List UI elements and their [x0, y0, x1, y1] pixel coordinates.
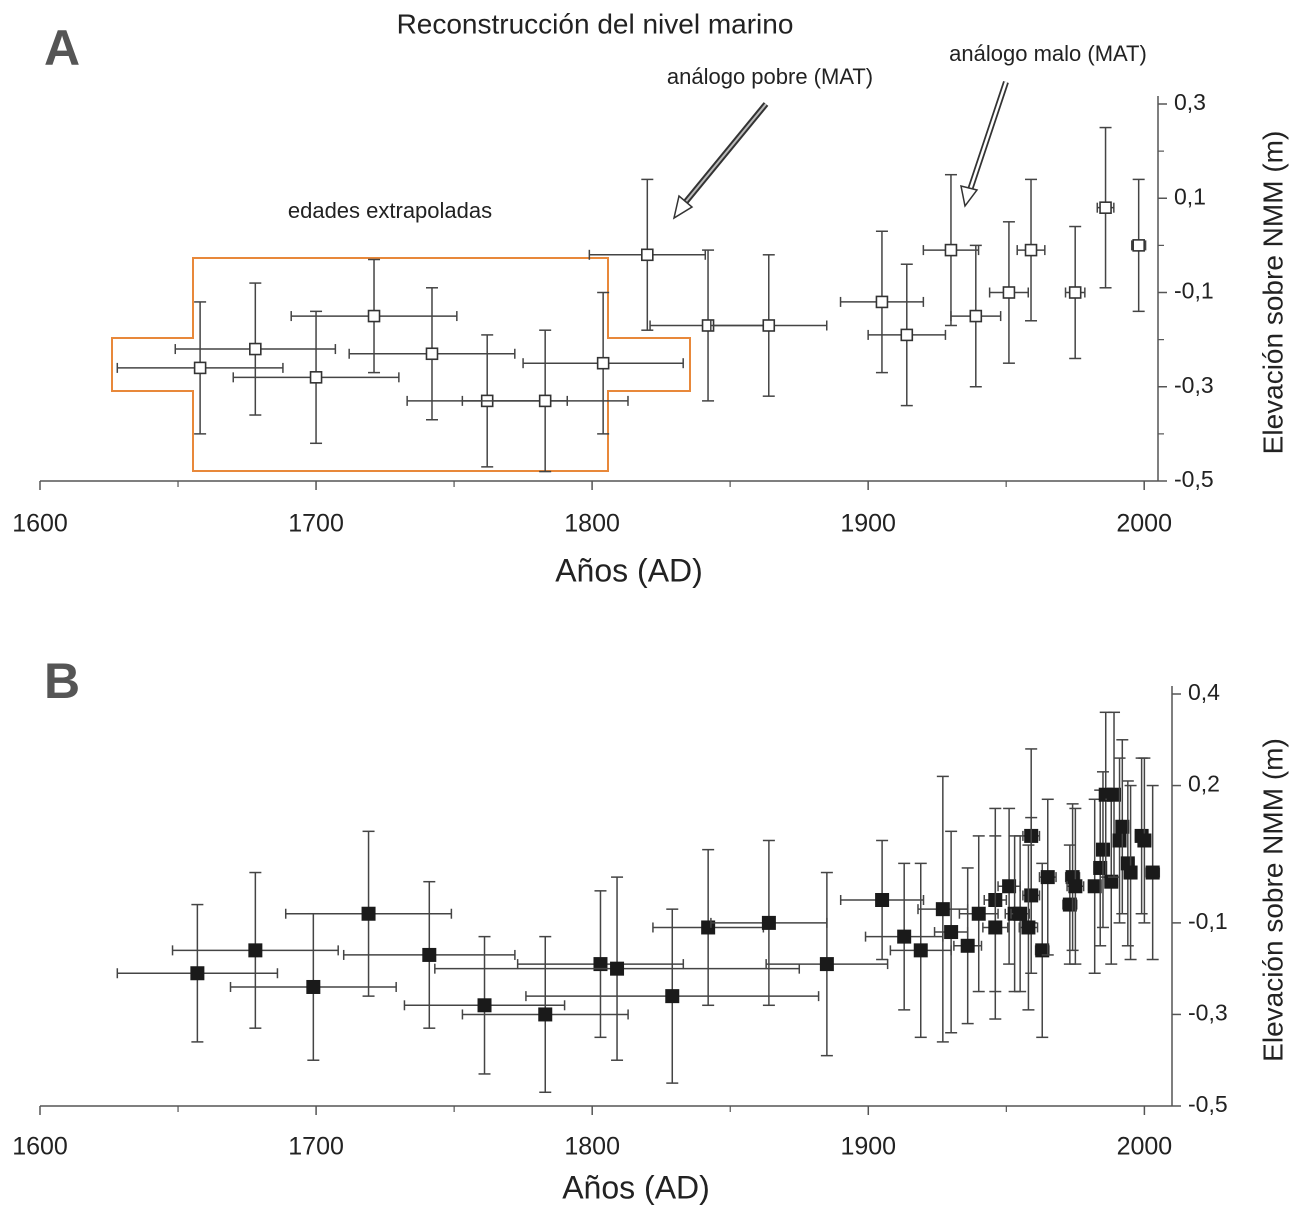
- arrow-malo: [960, 81, 1009, 208]
- marker: [1035, 943, 1050, 958]
- marker: [1013, 906, 1028, 921]
- y-axis-title: Elevación sobre NMM (m): [1257, 738, 1288, 1062]
- y-tick-label: 0,4: [1188, 679, 1220, 705]
- panel-label: A: [44, 20, 80, 76]
- marker: [944, 243, 958, 257]
- chart-title: Reconstrucción del nivel marino: [397, 8, 794, 39]
- marker: [762, 319, 776, 332]
- marker: [538, 1007, 553, 1022]
- marker: [1112, 833, 1127, 848]
- annotation: edades extrapoladas: [288, 198, 492, 223]
- y-tick-label: -0,1: [1174, 278, 1214, 304]
- marker: [610, 961, 625, 976]
- y-tick-label: 0,3: [1174, 89, 1206, 115]
- marker: [193, 361, 207, 375]
- marker: [248, 943, 263, 958]
- marker: [1095, 842, 1110, 857]
- marker: [593, 957, 608, 972]
- marker: [1087, 879, 1102, 894]
- x-tick-label: 1900: [840, 510, 896, 538]
- x-tick-label: 1700: [288, 510, 344, 538]
- x-axis-title: Años (AD): [562, 1169, 710, 1205]
- x-tick-label: 1600: [12, 1133, 68, 1161]
- marker: [875, 893, 890, 907]
- marker: [1040, 870, 1055, 885]
- marker: [641, 248, 654, 262]
- marker: [1002, 286, 1016, 299]
- x-tick-label: 2000: [1116, 510, 1172, 538]
- y-axis-title: Elevación sobre NMM (m): [1257, 131, 1288, 455]
- marker: [819, 957, 834, 972]
- marker: [960, 938, 975, 953]
- marker: [944, 925, 959, 940]
- marker: [367, 309, 381, 323]
- marker: [596, 356, 610, 370]
- x-tick-label: 1700: [288, 1133, 344, 1161]
- marker: [1099, 201, 1112, 214]
- marker: [422, 947, 437, 962]
- marker: [249, 342, 262, 356]
- marker: [1132, 239, 1145, 252]
- marker: [306, 979, 321, 994]
- x-tick-label: 1800: [564, 510, 620, 538]
- marker: [935, 902, 950, 917]
- arrow-pobre: [672, 102, 769, 220]
- y-tick-label: -0,1: [1188, 908, 1228, 934]
- marker: [1104, 874, 1119, 889]
- marker: [1068, 286, 1082, 299]
- marker: [1021, 920, 1036, 935]
- y-tick-label: -0,3: [1188, 1000, 1228, 1026]
- marker: [538, 394, 552, 408]
- y-tick-label: -0,5: [1188, 1091, 1228, 1117]
- marker: [190, 966, 205, 981]
- marker: [1024, 888, 1039, 903]
- annotation: análogo pobre (MAT): [667, 64, 873, 89]
- x-axis-title: Años (AD): [555, 552, 703, 588]
- marker: [361, 906, 376, 921]
- x-tick-label: 1600: [12, 510, 68, 538]
- marker: [761, 915, 776, 930]
- marker: [477, 998, 492, 1013]
- marker: [1002, 879, 1017, 894]
- marker: [1145, 865, 1160, 880]
- extrapolated-box: [111, 257, 691, 472]
- marker: [309, 371, 323, 384]
- y-tick-label: 0,2: [1188, 771, 1220, 797]
- marker: [913, 943, 928, 958]
- marker: [425, 347, 439, 361]
- marker: [1068, 879, 1083, 894]
- x-tick-label: 1900: [840, 1133, 896, 1161]
- marker: [1115, 819, 1130, 834]
- marker: [1137, 833, 1152, 848]
- y-tick-label: -0,5: [1174, 466, 1214, 492]
- marker: [1123, 865, 1138, 880]
- marker: [1093, 860, 1108, 875]
- marker: [988, 920, 1003, 935]
- marker: [875, 295, 889, 309]
- marker: [1024, 243, 1038, 257]
- marker: [665, 989, 680, 1004]
- marker: [969, 309, 983, 323]
- marker: [897, 929, 912, 944]
- x-tick-label: 2000: [1117, 1133, 1173, 1161]
- marker: [971, 906, 986, 921]
- y-tick-label: -0,3: [1174, 372, 1214, 398]
- marker: [1107, 787, 1122, 802]
- marker: [900, 328, 914, 342]
- marker: [1062, 897, 1077, 912]
- x-tick-label: 1800: [564, 1133, 620, 1161]
- y-tick-label: 0,1: [1174, 183, 1206, 209]
- panel-label: B: [44, 653, 80, 709]
- annotation: análogo malo (MAT): [949, 41, 1147, 66]
